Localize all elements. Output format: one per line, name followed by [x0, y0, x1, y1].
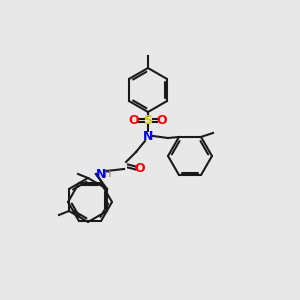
- Text: O: O: [129, 113, 139, 127]
- Text: S: S: [143, 113, 152, 127]
- Text: N: N: [96, 167, 106, 181]
- Text: H: H: [104, 169, 112, 179]
- Text: O: O: [157, 113, 167, 127]
- Text: N: N: [143, 130, 153, 142]
- Text: O: O: [135, 161, 145, 175]
